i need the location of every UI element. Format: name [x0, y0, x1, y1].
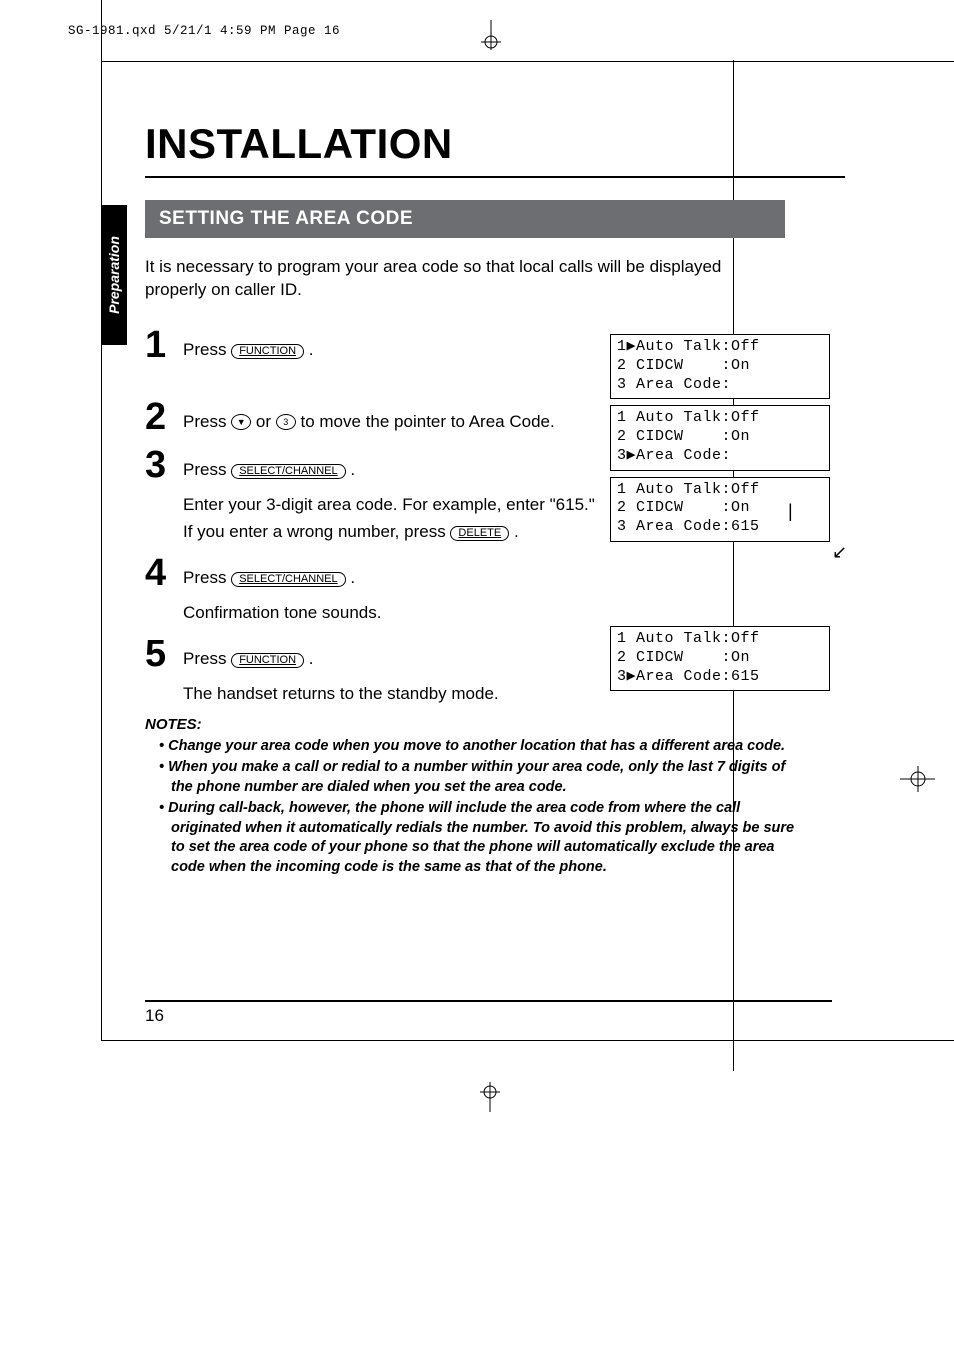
select-channel-button-icon: SELECT/CHANNEL [231, 464, 345, 479]
cursor-indicator-icon: | [788, 502, 793, 520]
function-button-icon: FUNCTION [231, 653, 304, 668]
text: or [256, 412, 276, 431]
key-3-button-icon: 3 [276, 414, 296, 430]
text: . [350, 568, 355, 587]
notes-heading: NOTES: [145, 716, 845, 733]
lcd-display-1: 1▶Auto Talk:Off 2 CIDCW :On 3 Area Code: [610, 334, 830, 399]
notes-list: Change your area code when you move to a… [145, 737, 809, 878]
title-rule [145, 176, 845, 178]
note-item: When you make a call or redial to a numb… [159, 758, 809, 797]
text: to move the pointer to Area Code. [301, 412, 555, 431]
delete-button-icon: DELETE [450, 526, 509, 541]
lcd-column-lower: 1 Auto Talk:Off 2 CIDCW :On 3▶Area Code:… [610, 626, 830, 697]
page-root: SG-1981.qxd 5/21/1 4:59 PM Page 16 Prepa… [0, 0, 954, 1351]
intro-paragraph: It is necessary to program your area cod… [145, 256, 785, 302]
lcd-column-upper: 1▶Auto Talk:Off 2 CIDCW :On 3 Area Code:… [610, 334, 830, 548]
text: Press [183, 568, 231, 587]
section-tab: Preparation [101, 205, 127, 345]
step-number: 3 [145, 446, 183, 484]
section-heading-bar: SETTING THE AREA CODE [145, 200, 785, 238]
registration-mark-bottom [475, 1082, 505, 1112]
text: Press [183, 412, 231, 431]
lcd-display-3: 1 Auto Talk:Off 2 CIDCW :On 3 Area Code:… [610, 477, 830, 542]
down-arrow-button-icon: ▼ [231, 414, 251, 430]
step-text: Press SELECT/CHANNEL . [183, 554, 845, 590]
step-4: 4 Press SELECT/CHANNEL . [145, 554, 845, 592]
step-number: 5 [145, 635, 183, 673]
text: . [309, 340, 314, 359]
lcd-display-2: 1 Auto Talk:Off 2 CIDCW :On 3▶Area Code: [610, 405, 830, 470]
note-item: During call-back, however, the phone wil… [159, 799, 809, 877]
step-number: 1 [145, 326, 183, 364]
crop-line-top [101, 61, 954, 62]
text: Press [183, 460, 231, 479]
step-4-detail: Confirmation tone sounds. [183, 602, 845, 625]
step-number: 4 [145, 554, 183, 592]
text: Press [183, 340, 231, 359]
text: . [350, 460, 355, 479]
step-text: Press ▼ or 3 to move the pointer to Area… [183, 398, 603, 434]
section-tab-label: Preparation [106, 236, 122, 314]
lcd-display-4: 1 Auto Talk:Off 2 CIDCW :On 3▶Area Code:… [610, 626, 830, 691]
crop-line-left [101, 0, 102, 1041]
note-item: Change your area code when you move to a… [159, 737, 809, 757]
page-number: 16 [145, 1000, 832, 1026]
text: . [514, 522, 519, 541]
select-channel-button-icon: SELECT/CHANNEL [231, 572, 345, 587]
registration-mark-top [476, 20, 506, 50]
text: If you enter a wrong number, press [183, 522, 450, 541]
step-number: 2 [145, 398, 183, 436]
page-title: INSTALLATION [145, 120, 845, 168]
print-file-header: SG-1981.qxd 5/21/1 4:59 PM Page 16 [68, 24, 340, 38]
text: . [309, 649, 314, 668]
registration-mark-right [900, 764, 935, 794]
callout-arrow-icon: ↙ [832, 543, 847, 561]
crop-line-bottom [101, 1040, 954, 1041]
function-button-icon: FUNCTION [231, 344, 304, 359]
text: Press [183, 649, 231, 668]
